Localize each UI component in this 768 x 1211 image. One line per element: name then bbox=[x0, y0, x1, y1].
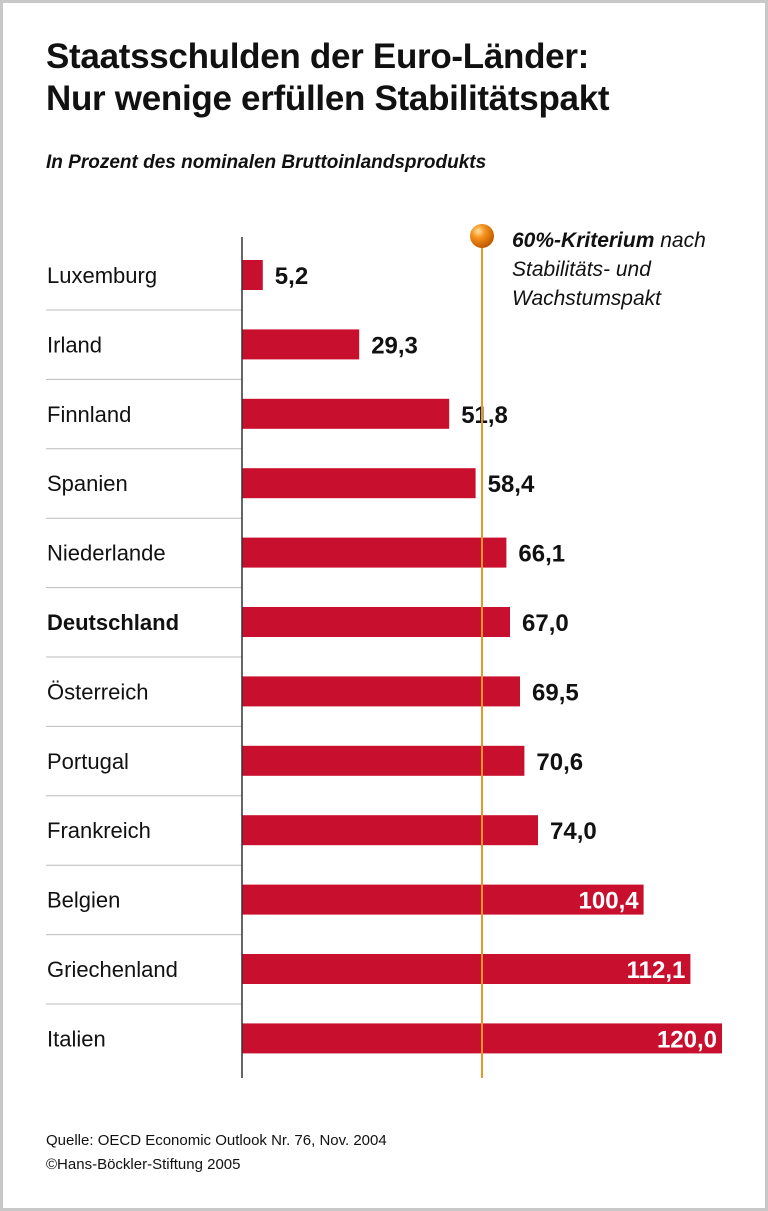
reference-label-line3: Wachstumspakt bbox=[512, 287, 662, 310]
value-label: 29,3 bbox=[371, 332, 418, 359]
value-label: 74,0 bbox=[550, 818, 597, 845]
bar bbox=[242, 954, 691, 984]
value-label: 58,4 bbox=[488, 471, 535, 498]
value-label: 70,6 bbox=[536, 749, 583, 776]
value-label: 5,2 bbox=[275, 263, 308, 290]
value-label: 51,8 bbox=[461, 402, 508, 429]
category-label: Österreich bbox=[47, 679, 148, 704]
category-label: Italien bbox=[47, 1026, 106, 1051]
category-label: Deutschland bbox=[47, 610, 179, 635]
category-label: Belgien bbox=[47, 888, 120, 913]
bar bbox=[242, 815, 538, 846]
reference-label: 60%-Kriterium nach bbox=[512, 229, 706, 252]
value-label: 69,5 bbox=[532, 679, 579, 706]
reference-pin-icon bbox=[470, 224, 494, 248]
category-label: Frankreich bbox=[47, 818, 151, 843]
bar bbox=[242, 607, 510, 637]
category-label: Niederlande bbox=[47, 541, 166, 566]
reference-label-line2: Stabilitäts- und bbox=[512, 258, 652, 281]
bar bbox=[242, 260, 263, 290]
value-label: 120,0 bbox=[657, 1026, 717, 1053]
category-label: Luxemburg bbox=[47, 263, 157, 288]
category-label: Finnland bbox=[47, 402, 131, 427]
category-label: Portugal bbox=[47, 749, 129, 774]
bar bbox=[242, 329, 360, 360]
title-line-1: Staatsschulden der Euro-Länder: bbox=[46, 37, 590, 76]
value-label: 67,0 bbox=[522, 610, 569, 637]
value-label: 112,1 bbox=[627, 957, 686, 984]
bar bbox=[242, 468, 476, 499]
bar bbox=[242, 398, 450, 429]
category-label: Irland bbox=[47, 332, 102, 357]
value-label: 100,4 bbox=[579, 888, 640, 915]
source-note: Quelle: OECD Economic Outlook Nr. 76, No… bbox=[46, 1132, 387, 1149]
bar bbox=[242, 537, 507, 568]
copyright-note: ©Hans-Böckler-Stiftung 2005 bbox=[46, 1156, 241, 1173]
category-label: Griechenland bbox=[47, 957, 178, 982]
category-label: Spanien bbox=[47, 471, 128, 496]
chart-subtitle: In Prozent des nominalen Bruttoinlandspr… bbox=[46, 152, 487, 173]
chart-title: Staatsschulden der Euro-Länder: Nur wenig… bbox=[46, 36, 610, 120]
bar bbox=[242, 745, 525, 776]
title-line-2: Nur wenige erfüllen Stabilitätspakt bbox=[46, 79, 610, 118]
bar bbox=[242, 676, 520, 707]
bar bbox=[242, 884, 644, 915]
value-label: 66,1 bbox=[518, 541, 565, 568]
